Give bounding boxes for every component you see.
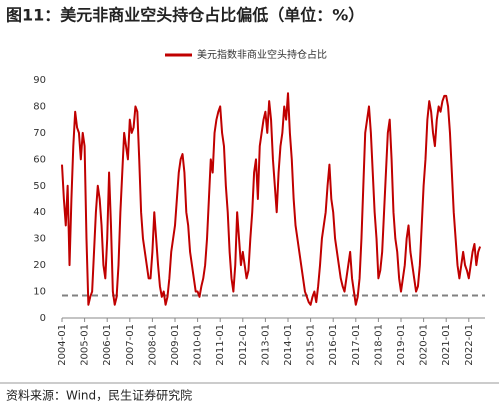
- y-tick-label: 20: [33, 260, 46, 271]
- x-tick-label: 2009-01: [170, 324, 181, 366]
- x-tick-label: 2008-01: [147, 324, 158, 366]
- x-tick-label: 2022-01: [464, 324, 475, 366]
- x-tick-label: 2015-01: [306, 324, 317, 366]
- x-tick-label: 2011-01: [215, 324, 226, 366]
- y-tick-label: 80: [33, 101, 46, 112]
- y-tick-label: 50: [33, 181, 46, 192]
- x-tick-label: 2021-01: [441, 324, 452, 366]
- x-tick-label: 2005-01: [80, 324, 91, 366]
- x-tick-label: 2016-01: [328, 324, 339, 366]
- x-tick-label: 2014-01: [283, 324, 294, 366]
- x-tick-label: 2007-01: [125, 324, 136, 366]
- y-tick-label: 40: [33, 207, 46, 218]
- y-tick-label: 70: [33, 128, 46, 139]
- x-tick-label: 2018-01: [373, 324, 384, 366]
- y-tick-label: 90: [33, 75, 46, 86]
- x-tick-label: 2004-01: [57, 324, 68, 366]
- legend-label: 美元指数非商业空头持仓占比: [197, 48, 327, 61]
- chart-title: 图11：美元非商业空头持仓占比偏低（单位：%）: [6, 6, 364, 25]
- x-tick-label: 2017-01: [351, 324, 362, 366]
- x-tick-label: 2010-01: [193, 324, 204, 366]
- y-tick-label: 60: [33, 154, 46, 165]
- series-line: [61, 92, 482, 306]
- x-tick-label: 2013-01: [260, 324, 271, 366]
- y-tick-label: 10: [33, 287, 46, 298]
- y-tick-label: 0: [40, 313, 46, 324]
- x-tick-label: 2020-01: [419, 324, 430, 366]
- source: 资料来源：Wind，民生证券研究院: [6, 388, 192, 403]
- y-tick-label: 30: [33, 234, 46, 245]
- x-tick-label: 2012-01: [238, 324, 249, 366]
- x-tick-label: 2019-01: [396, 324, 407, 366]
- x-tick-label: 2006-01: [102, 324, 113, 366]
